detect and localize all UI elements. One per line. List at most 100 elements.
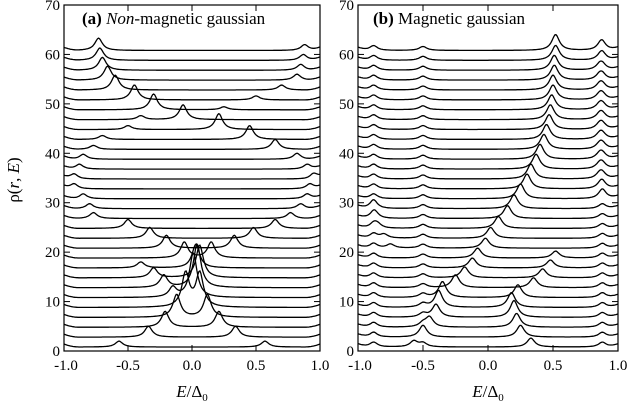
y-tick-label-b-4: 40 [339,146,354,162]
ticks-b: 0 10 20 30 40 50 60 70 -1.0 -0.5 0.0 0.5 1.0 [339,0,627,374]
ldos-curve-a-12 [63,218,321,230]
ldos-curve-b-20 [357,133,619,150]
ldos-curve-b-21 [357,124,619,140]
x-axis-title-b: E/Δ0 [471,382,504,404]
ldos-curve-b-12 [357,215,619,229]
ldos-curve-b-4 [357,289,619,308]
x-tick-label-b-4: 1.0 [609,358,628,374]
ldos-curve-a-24 [63,93,321,111]
y-tick-label-b-1: 10 [339,295,354,311]
x-tick-label-a-0: -1.0 [54,358,78,374]
ldos-curve-a-20 [63,138,321,150]
ldos-curve-b-5 [357,281,619,299]
y-tick-label-a-1: 10 [45,295,60,311]
ldos-curve-a-27 [63,65,321,81]
x-tick-label-a-1: -0.5 [116,358,140,374]
curves-a [63,37,321,348]
title-rest-b: Magnetic gaussian [394,9,526,28]
panel-label-b: (b) [373,9,394,28]
ldos-curve-a-9 [63,241,321,259]
ldos-curve-a-1 [63,325,321,338]
ldos-curve-b-27 [357,64,619,81]
y-axis-close: ) [4,157,23,163]
ldos-curve-a-21 [63,125,321,141]
y-tick-label-b-7: 70 [339,0,354,14]
ldos-curve-a-23 [63,103,321,121]
ldos-curve-a-3 [63,293,321,318]
y-tick-label-a-3: 30 [45,196,60,212]
x-axis-E-a: E [175,382,187,401]
ldos-curve-b-2 [357,312,619,328]
ldos-curve-b-9 [357,247,619,259]
y-axis-rho: ρ( [4,188,23,202]
title-italic-a: Non [105,9,134,28]
x-axis-sub-a: 0 [202,392,208,404]
x-tick-label-b-3: 0.5 [544,358,563,374]
ldos-curve-b-1 [357,324,619,338]
ldos-curve-b-6 [357,274,619,289]
panel-title-a: (a) Non-magnetic gaussian [82,9,266,28]
ldos-curve-a-2 [63,310,321,328]
ldos-curve-a-17 [63,172,320,180]
ldos-curve-b-26 [357,74,619,91]
ldos-curve-a-7 [63,244,321,279]
ldos-curve-b-7 [357,266,619,279]
ldos-curve-b-3 [357,299,619,318]
ticks-a: 0 10 20 30 40 50 60 70 -1.0 -0.5 0.0 0.5 1.0 [45,0,329,374]
ldos-curve-a-16 [63,182,321,190]
panel-title-b: (b) Magnetic gaussian [373,9,526,28]
panel-label-a: (a) [82,9,102,28]
ldos-curve-a-13 [63,211,321,220]
ldos-curve-b-17 [357,163,619,180]
ldos-curve-b-16 [357,173,619,190]
y-tick-label-b-6: 60 [339,47,354,63]
ldos-curve-b-22 [357,113,619,131]
y-tick-label-b-0: 0 [347,344,355,360]
ldos-curve-a-22 [63,113,321,131]
ldos-curve-a-11 [63,226,321,239]
x-axis-slash-a: /Δ [187,382,203,401]
y-axis-r: r [4,182,23,189]
ldos-curve-b-30 [357,34,619,52]
y-axis-E: E [4,162,23,174]
x-tick-label-b-0: -1.0 [348,358,372,374]
ldos-curve-a-8 [63,243,321,269]
y-tick-label-b-2: 20 [339,245,354,261]
curves-b [357,34,619,348]
ldos-curve-a-19 [63,152,321,160]
ldos-curve-a-5 [63,251,321,299]
panel-a: 0 10 20 30 40 50 60 70 -1.0 -0.5 0.0 0.5 1.0 (a) Non… [4,0,329,404]
x-axis-E-b: E [471,382,483,401]
ldos-curve-b-25 [357,84,619,101]
ldos-curve-b-29 [357,44,619,61]
ldos-curve-a-18 [63,163,321,170]
x-tick-label-b-2: 0.0 [479,358,498,374]
ldos-curve-a-6 [63,242,321,289]
ldos-curve-a-30 [63,37,321,52]
y-tick-label-b-3: 30 [339,196,354,212]
y-tick-label-a-2: 20 [45,245,60,261]
ldos-curve-b-19 [357,143,619,160]
ldos-curve-a-29 [63,47,321,61]
x-axis-sub-b: 0 [498,392,504,404]
ldos-curve-b-15 [357,183,619,200]
ldos-curve-a-25 [63,84,321,101]
x-axis-title-a: E/Δ0 [175,382,208,404]
ldos-curve-b-11 [357,226,619,239]
ldos-curve-b-8 [357,257,619,269]
x-tick-label-a-4: 1.0 [311,358,330,374]
ldos-curve-b-23 [357,104,619,121]
ldos-curve-b-28 [357,54,619,71]
ldos-curve-b-14 [357,194,619,210]
x-axis-slash-b: /Δ [483,382,499,401]
x-tick-label-a-3: 0.5 [247,358,266,374]
y-axis-title: ρ(r, E) [4,157,23,202]
ldos-curve-b-18 [357,153,619,170]
y-tick-label-a-5: 50 [45,97,60,113]
ldos-curve-a-15 [63,193,321,200]
ldos-curve-b-24 [357,94,619,111]
panel-b: 0 10 20 30 40 50 60 70 -1.0 -0.5 0.0 0.5 1.0 (b) Mag… [339,0,627,404]
ldos-curve-a-4 [63,269,321,309]
ldos-curve-a-28 [63,56,321,71]
